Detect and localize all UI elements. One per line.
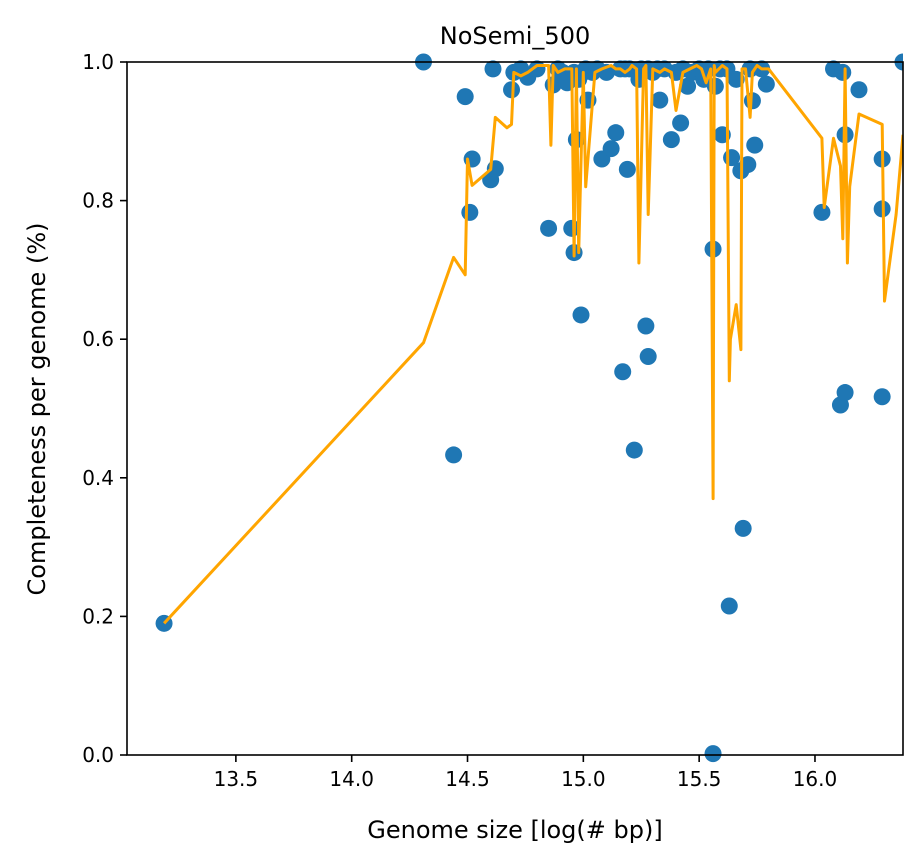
x-tick-label: 13.5 [214,767,259,791]
y-tick-label: 0.4 [82,466,114,490]
x-tick-label: 14.5 [445,767,490,791]
x-tick-label: 16.0 [793,767,838,791]
data-point [850,81,868,99]
data-point [672,114,690,132]
axes-frame [126,61,904,756]
data-point [540,219,558,237]
data-point [618,160,636,178]
series-line [162,64,903,625]
y-tick-label: 1.0 [82,50,114,74]
y-tick-label: 0.6 [82,327,114,351]
data-point [734,519,752,537]
data-point [662,131,680,149]
data-point [720,597,738,615]
data-point [614,363,632,381]
y-tick-label: 0.8 [82,189,114,213]
data-point [461,203,479,221]
data-point [484,60,502,78]
data-point [739,156,757,174]
data-point [679,77,697,95]
data-point [746,136,764,154]
data-point [757,75,775,93]
data-point [602,140,620,158]
plot-area [155,53,903,763]
data-point [639,348,657,366]
x-tick-label: 15.5 [677,767,722,791]
data-point [704,745,722,763]
x-tick-label: 15.0 [561,767,606,791]
x-axis-label: Genome size [log(# bp)] [367,816,662,844]
data-point [813,203,831,221]
x-tick-label: 14.0 [329,767,374,791]
data-point [836,384,854,402]
data-point [456,88,474,106]
data-point [637,317,655,335]
data-point [607,124,625,142]
data-point [625,441,643,459]
data-point [445,446,463,464]
data-point [572,306,590,324]
y-tick-label: 0.0 [82,743,114,767]
axes: 13.5 14.0 14.5 15.0 15.5 16.0 0.0 0.2 0.4 0.6 0.8 1… [82,50,904,791]
data-point [834,63,852,81]
data-point [503,81,521,99]
data-point [563,219,581,237]
y-axis-label: Completeness per genome (%) [23,223,51,596]
chart-title: NoSemi_500 [440,22,591,50]
data-point [651,91,669,109]
data-point [873,388,891,406]
y-tick-label: 0.2 [82,604,114,628]
